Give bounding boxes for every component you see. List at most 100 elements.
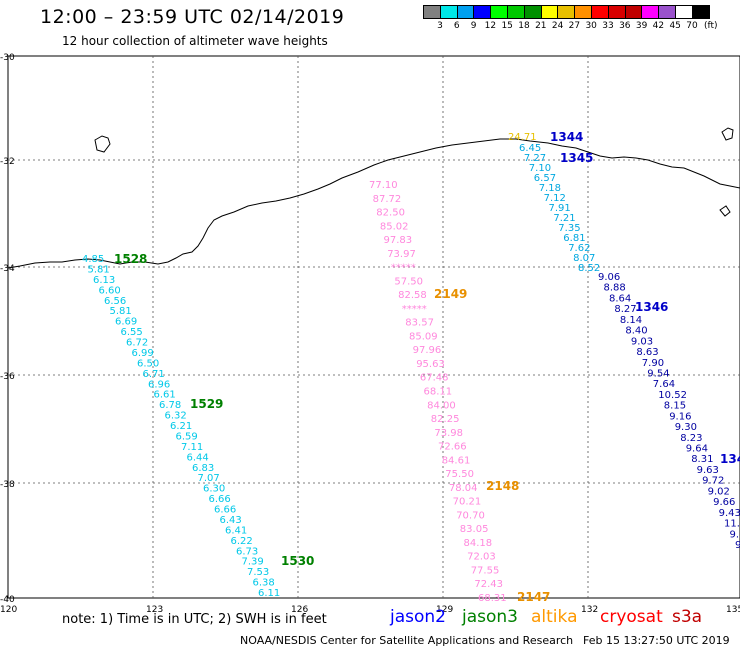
colorbar-tick-label: 30 xyxy=(585,21,597,31)
swh-value-jason3: 7.53 xyxy=(247,567,269,578)
swh-value-altika: 73.97 xyxy=(387,249,416,260)
swh-value-altika: 83.05 xyxy=(460,524,489,535)
credit-line: NOAA/NESDIS Center for Satellite Applica… xyxy=(240,634,574,647)
swh-value-jason2: 9.66 xyxy=(713,497,735,508)
swh-value-jason3: 6.44 xyxy=(187,452,209,463)
swh-value-jason2: 8.63 xyxy=(636,347,658,358)
colorbar-tick-label: 70 xyxy=(686,21,698,31)
swh-value-jason3: 6.66 xyxy=(209,494,231,505)
swh-value-jason2: 9.72 xyxy=(702,476,724,487)
legend-jason3: jason3 xyxy=(462,607,518,627)
colorbar-unit: (ft) xyxy=(704,21,718,31)
swh-value-jason2: 8.14 xyxy=(620,315,642,326)
swh-value-jason2: 9.16 xyxy=(669,411,691,422)
colorbar-labels: 3 6 9 12 15 18 21 24 27 30 33 36 39 42 45 70 xyxy=(423,21,740,35)
pass-time-label: 2147 xyxy=(517,590,550,604)
swh-value-altika: 85.09 xyxy=(409,331,438,342)
swh-value-jason3: 6.38 xyxy=(253,578,275,589)
pass-time-label: 134 xyxy=(720,452,740,466)
colorbar-tick-label: 9 xyxy=(470,21,477,31)
longitude-tick-label: 129 xyxy=(436,605,453,615)
swh-value-jason3: 6.66 xyxy=(214,505,236,516)
swh-value-jason2: 9.06 xyxy=(598,272,620,283)
swh-value-altika: 68.31 xyxy=(478,593,507,604)
colorbar-tick-label: 15 xyxy=(501,21,513,31)
swh-value-altika: 84.00 xyxy=(427,400,456,411)
swh-value-jason3: 6.32 xyxy=(165,411,187,422)
colorbar-tick-label: 45 xyxy=(669,21,681,31)
swh-value-jason3: 6.50 xyxy=(137,358,159,369)
swh-value-jason3: 6.41 xyxy=(225,525,247,536)
swh-value-jason3: 6.56 xyxy=(104,296,126,307)
swh-value-jason2: 9.43 xyxy=(719,508,740,519)
swh-value-jason2: 6.81 xyxy=(563,233,585,244)
latitude-tick-label: -40 xyxy=(0,595,15,605)
swh-value-altika: 77.55 xyxy=(471,566,500,577)
swh-value-jason2: 9.02 xyxy=(708,486,730,497)
swh-value-altika: 70.70 xyxy=(456,510,485,521)
island-1 xyxy=(94,135,111,153)
swh-value-jason2: 24.71 xyxy=(508,132,537,143)
latitude-tick-label: -34 xyxy=(0,264,15,274)
swh-value-jason2: 6.57 xyxy=(534,173,556,184)
longitude-tick-label: 126 xyxy=(291,605,308,615)
legend-cryosat: cryosat xyxy=(600,607,663,627)
map-frame xyxy=(7,55,740,599)
swh-value-jason3: 6.21 xyxy=(170,421,192,432)
pass-time-label: 1530 xyxy=(281,554,314,568)
coastline xyxy=(7,138,740,269)
swh-value-altika: 67.48 xyxy=(420,373,449,384)
swh-value-jason3: 6.73 xyxy=(236,546,258,557)
swh-value-altika: 83.57 xyxy=(405,318,434,329)
swh-value-jason3: 6.69 xyxy=(115,317,137,328)
swh-value-altika: 87.72 xyxy=(373,194,402,205)
swh-value-jason2: 11.2 xyxy=(724,519,740,530)
swh-value-jason2: 9.5 xyxy=(730,529,740,540)
colorbar-tick-label: 24 xyxy=(551,21,564,31)
longitude-labels: 120 123 126 129 132 135 xyxy=(0,605,740,615)
swh-value-jason2: 8.40 xyxy=(625,326,647,337)
swh-value-altika: 77.10 xyxy=(369,180,398,191)
latitude-tick-label: -30 xyxy=(0,53,15,63)
swh-value-altika: 70.21 xyxy=(453,497,482,508)
colorbar-tick-label: 36 xyxy=(619,21,631,31)
swh-value-altika: 57.50 xyxy=(394,276,423,287)
longitude-tick-label: 135 xyxy=(726,605,740,615)
longitude-tick-label: 123 xyxy=(146,605,163,615)
longitude-tick-label: 132 xyxy=(581,605,598,615)
timestamp: Feb 15 13:27:50 UTC 2019 xyxy=(583,634,730,647)
swh-value-jason2: 7.90 xyxy=(642,358,664,369)
swh-value-jason2: 7.27 xyxy=(524,153,546,164)
colorbar xyxy=(423,5,710,19)
swh-value-altika: 84.18 xyxy=(464,538,493,549)
swh-value-jason3: 7.11 xyxy=(181,442,203,453)
swh-value-altika: ***** xyxy=(402,304,427,315)
swh-value-jason3: 6.71 xyxy=(143,369,165,380)
legend-s3a: s3a xyxy=(672,607,703,627)
swh-value-altika: 82.25 xyxy=(431,414,460,425)
pass-time-label: 1345 xyxy=(560,151,593,165)
swh-value-jason3: 6.96 xyxy=(148,379,170,390)
swh-value-jason2: 8.27 xyxy=(614,304,636,315)
swh-value-jason2: 7.21 xyxy=(553,213,575,224)
swh-value-altika: 72.66 xyxy=(438,442,467,453)
swh-value-jason2: 8.07 xyxy=(573,253,595,264)
swh-value-altika: 84.61 xyxy=(442,455,471,466)
swh-value-jason2: 9.54 xyxy=(647,369,669,380)
latitude-tick-label: -32 xyxy=(0,157,15,167)
swh-value-jason2: 9 xyxy=(735,540,740,551)
swh-value-jason2: 8.88 xyxy=(604,283,626,294)
swh-value-jason3: 6.59 xyxy=(176,431,198,442)
swh-value-jason3: 6.60 xyxy=(99,285,121,296)
swh-value-jason3: 6.30 xyxy=(203,484,225,495)
swh-value-jason3: 6.99 xyxy=(132,348,154,359)
swh-value-jason2: 7.91 xyxy=(549,203,571,214)
swh-value-jason3: 4.85 xyxy=(82,254,104,265)
satellite-tracks: 4.855.816.136.606.565.816.696.556.726.99… xyxy=(82,130,740,604)
pass-time-label: 1529 xyxy=(190,397,223,411)
pass-time-label: 1528 xyxy=(114,252,147,266)
swh-value-altika: 75.50 xyxy=(445,469,474,480)
swh-value-altika: 72.03 xyxy=(467,552,496,563)
longitude-tick-label: 120 xyxy=(0,605,17,615)
